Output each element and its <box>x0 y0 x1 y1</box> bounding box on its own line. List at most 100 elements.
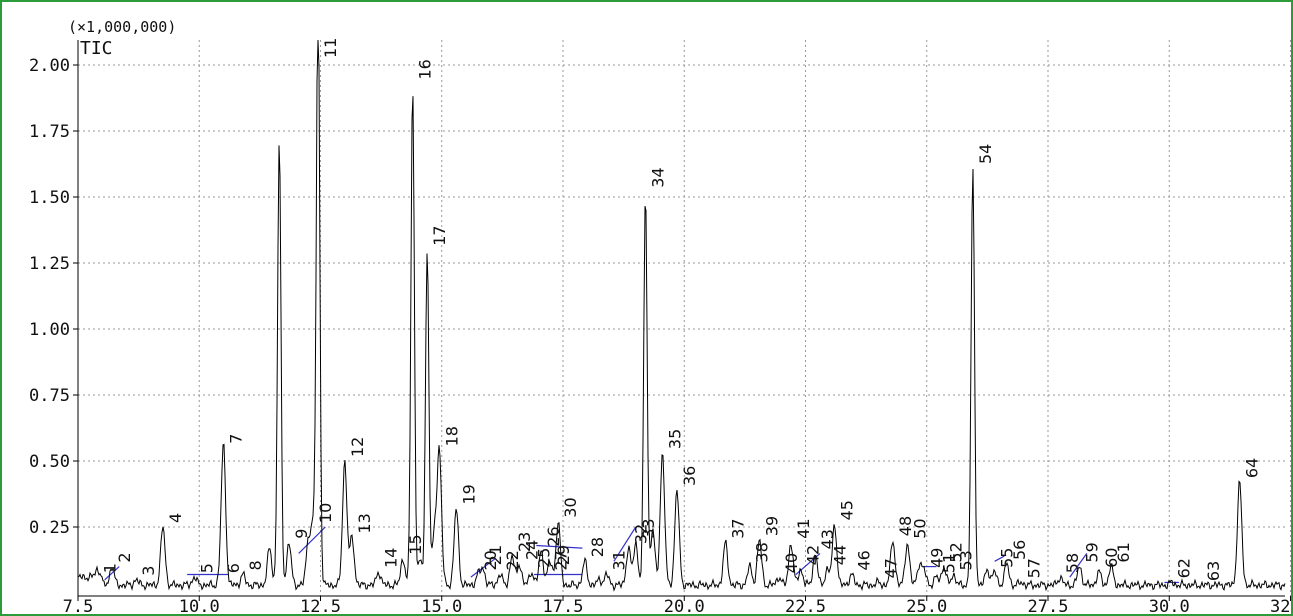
peak-label: 8 <box>246 560 265 570</box>
peak-label: 63 <box>1204 561 1223 581</box>
grid-lines <box>78 40 1291 596</box>
peak-label-group: 41 <box>794 518 813 538</box>
peak-label: 34 <box>648 167 667 187</box>
peak-label-group: 27 <box>552 550 571 570</box>
peak-label: 60 <box>1102 548 1121 568</box>
y-tick-label: 2.00 <box>29 56 70 76</box>
peak-label-group: 17 <box>430 225 449 245</box>
peak-label-group: 50 <box>910 518 929 538</box>
x-tick-label: 25.0 <box>906 597 947 616</box>
peak-label: 56 <box>1010 540 1029 560</box>
peak-label-group: 2 <box>115 552 134 562</box>
peak-label: 10 <box>316 503 335 523</box>
peak-label-group: 25 <box>535 548 554 568</box>
peak-label: 13 <box>355 513 374 533</box>
x-tick-label: 12.5 <box>300 597 341 616</box>
peak-label-group: 35 <box>665 429 684 449</box>
y-tick-label: 1.50 <box>29 188 70 208</box>
peak-label-group: 49 <box>927 548 946 568</box>
peak-label-group: 52 <box>947 542 966 562</box>
peak-label-group: 55 <box>998 548 1017 568</box>
peak-label: 22 <box>503 550 522 570</box>
peak-label: 6 <box>224 563 243 573</box>
x-tick-label: 32.5 <box>1270 597 1293 616</box>
peak-label-group: 7 <box>227 434 246 444</box>
peak-label: 18 <box>442 426 461 446</box>
peak-label: 59 <box>1083 542 1102 562</box>
integration-marker <box>536 544 583 549</box>
x-tick-label: 7.5 <box>63 597 94 616</box>
peak-label-group: 42 <box>804 545 823 565</box>
peak-label: 5 <box>197 563 216 573</box>
peak-label: 42 <box>804 545 823 565</box>
y-multiplier: (×1,000,000) <box>68 18 176 36</box>
peak-label: 29 <box>554 545 573 565</box>
peak-label: 4 <box>166 513 185 523</box>
peak-label: 31 <box>610 550 629 570</box>
peak-label: 57 <box>1024 558 1043 578</box>
peak-label-group: 43 <box>818 529 837 549</box>
peak-label: 47 <box>881 558 900 578</box>
peak-label-group: 38 <box>753 542 772 562</box>
peak-label: 54 <box>976 144 995 164</box>
peak-label-group: 14 <box>382 548 401 568</box>
peak-label: 12 <box>348 437 367 457</box>
peak-label: 44 <box>830 545 849 565</box>
y-tick-label: 0.50 <box>29 452 70 472</box>
peak-label: 40 <box>782 553 801 573</box>
peak-label: 20 <box>481 550 500 570</box>
x-tick-label: 10.0 <box>179 597 220 616</box>
peak-label-group: 58 <box>1063 553 1082 573</box>
peak-label-group: 57 <box>1024 558 1043 578</box>
peak-label: 27 <box>552 550 571 570</box>
peak-label: 26 <box>544 526 563 546</box>
peak-label: 55 <box>998 548 1017 568</box>
peak-label: 35 <box>665 429 684 449</box>
peak-label-group: 56 <box>1010 540 1029 560</box>
peak-label-group: 12 <box>348 437 367 457</box>
y-tick-label: 1.00 <box>29 320 70 340</box>
peak-label: 32 <box>632 524 651 544</box>
peak-label-group: 33 <box>639 518 658 538</box>
integration-marker <box>613 526 637 562</box>
peak-label: 19 <box>459 484 478 504</box>
peak-label: 25 <box>535 548 554 568</box>
y-tick-label: 0.75 <box>29 386 70 406</box>
peak-label: 64 <box>1243 458 1262 478</box>
peak-label-group: 53 <box>956 550 975 570</box>
peak-label: 7 <box>227 434 246 444</box>
peak-label-group: 47 <box>881 558 900 578</box>
peak-label-group: 45 <box>838 500 857 520</box>
peak-label-group: 61 <box>1114 542 1133 562</box>
x-tick-label: 15.0 <box>421 597 462 616</box>
peak-label-group: 36 <box>680 466 699 486</box>
peak-label-group: 46 <box>855 550 874 570</box>
peak-label: 1 <box>100 563 119 573</box>
peak-label: 51 <box>939 553 958 573</box>
peak-label: 53 <box>956 550 975 570</box>
peak-label: 24 <box>522 540 541 560</box>
peak-label: 61 <box>1114 542 1133 562</box>
peak-label-group: 3 <box>139 566 158 576</box>
peak-label-group: 23 <box>515 532 534 552</box>
peak-label-group: 13 <box>355 513 374 533</box>
peak-label: 39 <box>762 516 781 536</box>
x-axis-ticks: 7.5 10.0 12.5 15.0 17.5 20.0 22.5 25.0 27.5 30.0 3… <box>63 596 1293 616</box>
peak-label: 2 <box>115 552 134 562</box>
peak-label: 16 <box>416 59 435 79</box>
peak-label: 58 <box>1063 553 1082 573</box>
peak-label-group: 60 <box>1102 548 1121 568</box>
peak-label-group: 16 <box>416 59 435 79</box>
peak-label-group: 34 <box>648 167 667 187</box>
y-axis-ticks: 0.25 0.50 0.75 1.00 1.25 1.50 1.75 2.00 <box>29 56 78 538</box>
peak-label-group: 5 <box>197 563 216 573</box>
peak-label-group: 18 <box>442 426 461 446</box>
peak-label-group: 15 <box>406 534 425 554</box>
peak-label: 36 <box>680 466 699 486</box>
peak-label-group: 39 <box>762 516 781 536</box>
peak-label: 17 <box>430 225 449 245</box>
x-tick-label: 27.5 <box>1028 597 1069 616</box>
peak-label: 38 <box>753 542 772 562</box>
